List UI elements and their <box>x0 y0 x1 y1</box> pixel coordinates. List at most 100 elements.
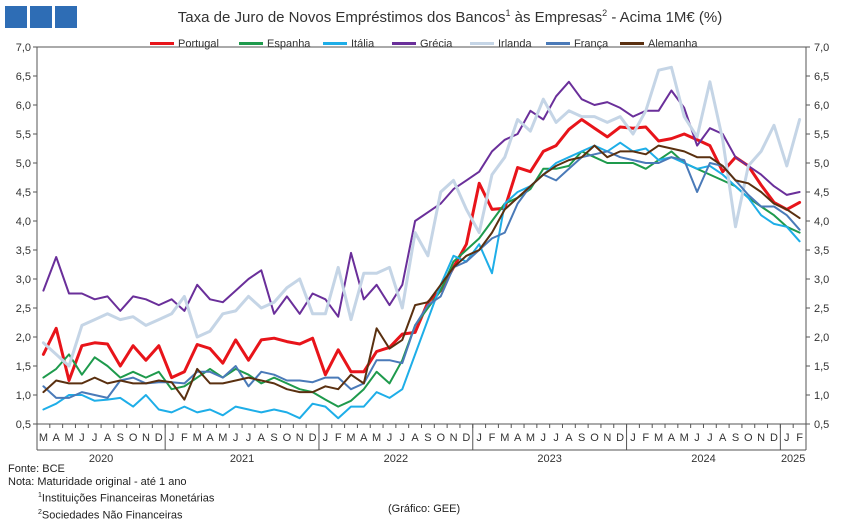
x-month-label: M <box>193 432 202 444</box>
x-month-label: D <box>155 432 163 444</box>
y-tick-label-left: 3,0 <box>16 274 31 286</box>
x-month-label: A <box>411 432 419 444</box>
x-month-label: M <box>64 432 73 444</box>
y-tick-label-left: 6,5 <box>16 71 31 83</box>
x-month-label: M <box>680 432 689 444</box>
legend-swatch <box>323 41 347 45</box>
x-month-label: J <box>246 432 252 444</box>
y-tick-label-right: 3,5 <box>814 245 829 257</box>
x-month-label: F <box>796 432 803 444</box>
x-month-label: S <box>732 432 739 444</box>
x-month-label: J <box>630 432 636 444</box>
x-month-label: J <box>476 432 482 444</box>
y-tick-label-left: 5,0 <box>16 158 31 170</box>
series-line-espanha <box>42 150 801 408</box>
y-tick-label-left: 1,0 <box>16 390 31 402</box>
y-tick-label-left: 4,5 <box>16 187 31 199</box>
y-tick-label-left: 2,5 <box>16 303 31 315</box>
y-tick-label-right: 1,5 <box>814 361 829 373</box>
y-tick-label-right: 6,0 <box>814 100 829 112</box>
x-month-label: D <box>462 432 470 444</box>
x-month-label: A <box>719 432 727 444</box>
x-month-label: A <box>360 432 368 444</box>
x-year-label: 2025 <box>781 453 805 465</box>
legend-swatch <box>470 41 494 45</box>
y-tick-label-right: 2,0 <box>814 332 829 344</box>
y-tick-label-left: 0,5 <box>16 419 31 431</box>
x-month-label: O <box>590 432 599 444</box>
x-month-label: S <box>578 432 585 444</box>
x-month-label: F <box>335 432 342 444</box>
x-month-label: M <box>39 432 48 444</box>
x-month-label: M <box>654 432 663 444</box>
brand-square-2 <box>30 6 52 28</box>
y-tick-label-left: 2,0 <box>16 332 31 344</box>
x-month-label: O <box>436 432 445 444</box>
y-tick-label-left: 4,0 <box>16 216 31 228</box>
x-month-label: N <box>603 432 611 444</box>
plot-frame <box>36 46 807 425</box>
y-tick-label-left: 3,5 <box>16 245 31 257</box>
y-tick-label-right: 5,0 <box>814 158 829 170</box>
y-tick-label-right: 0,5 <box>814 419 829 431</box>
y-tick-label-right: 5,5 <box>814 129 829 141</box>
x-month-label: A <box>668 432 676 444</box>
y-tick-label-left: 5,5 <box>16 129 31 141</box>
x-month-label: J <box>541 432 547 444</box>
x-month-label: J <box>323 432 329 444</box>
x-month-label: N <box>757 432 765 444</box>
x-year-label: 2020 <box>89 453 113 465</box>
x-month-label: O <box>744 432 753 444</box>
x-month-label: F <box>181 432 188 444</box>
note-maturity: Nota: Maturidade original - até 1 ano <box>8 476 187 488</box>
x-month-label: M <box>218 432 227 444</box>
x-month-label: M <box>526 432 535 444</box>
x-month-label: F <box>642 432 649 444</box>
x-month-label: A <box>53 432 61 444</box>
x-month-label: A <box>206 432 214 444</box>
x-month-label: J <box>694 432 700 444</box>
x-month-label: S <box>117 432 124 444</box>
footnote-2: 2Sociedades Não Financeiras <box>38 508 183 522</box>
x-month-label: J <box>233 432 239 444</box>
x-month-label: O <box>129 432 138 444</box>
legend-swatch <box>620 41 644 45</box>
legend-swatch <box>239 41 263 45</box>
x-year-label: 2022 <box>384 453 408 465</box>
x-year-label: 2021 <box>230 453 254 465</box>
x-month-label: A <box>104 432 112 444</box>
series-line-irlanda <box>41 65 802 368</box>
x-month-label: N <box>450 432 458 444</box>
series-line-alemanha <box>42 144 801 401</box>
x-month-label: O <box>283 432 292 444</box>
y-tick-label-right: 4,5 <box>814 187 829 199</box>
x-month-label: S <box>424 432 431 444</box>
y-tick-label-right: 4,0 <box>814 216 829 228</box>
x-month-label: M <box>500 432 509 444</box>
line-chart: 0,5 0,5 1,0 1,0 1,5 1,5 2,0 2,0 2,5 2,5 3,0 3,0 3,5 3… <box>16 42 830 465</box>
y-tick-label-right: 6,5 <box>814 71 829 83</box>
series-line-grecia <box>42 80 801 318</box>
x-month-label: N <box>142 432 150 444</box>
brand-square-1 <box>5 6 27 28</box>
brand-square-3 <box>55 6 77 28</box>
x-month-label: S <box>270 432 277 444</box>
x-month-label: D <box>309 432 317 444</box>
note-source: Fonte: BCE <box>8 463 65 475</box>
y-tick-label-right: 2,5 <box>814 303 829 315</box>
chart-credit: (Gráfico: GEE) <box>388 503 461 515</box>
y-tick-label-right: 1,0 <box>814 390 829 402</box>
x-month-label: J <box>169 432 175 444</box>
footnote-1: 1Instituições Financeiras Monetárias <box>38 492 215 505</box>
x-month-label: D <box>770 432 778 444</box>
y-tick-label-left: 6,0 <box>16 100 31 112</box>
x-month-label: N <box>296 432 304 444</box>
x-month-label: D <box>616 432 624 444</box>
chart-notes: Fonte: BCE Nota: Maturidade original - a… <box>8 463 214 522</box>
x-year-label: 2023 <box>537 453 561 465</box>
x-month-label: A <box>565 432 573 444</box>
x-month-label: F <box>489 432 496 444</box>
x-month-label: J <box>400 432 406 444</box>
y-tick-label-right: 7,0 <box>814 42 829 54</box>
x-month-label: M <box>346 432 355 444</box>
